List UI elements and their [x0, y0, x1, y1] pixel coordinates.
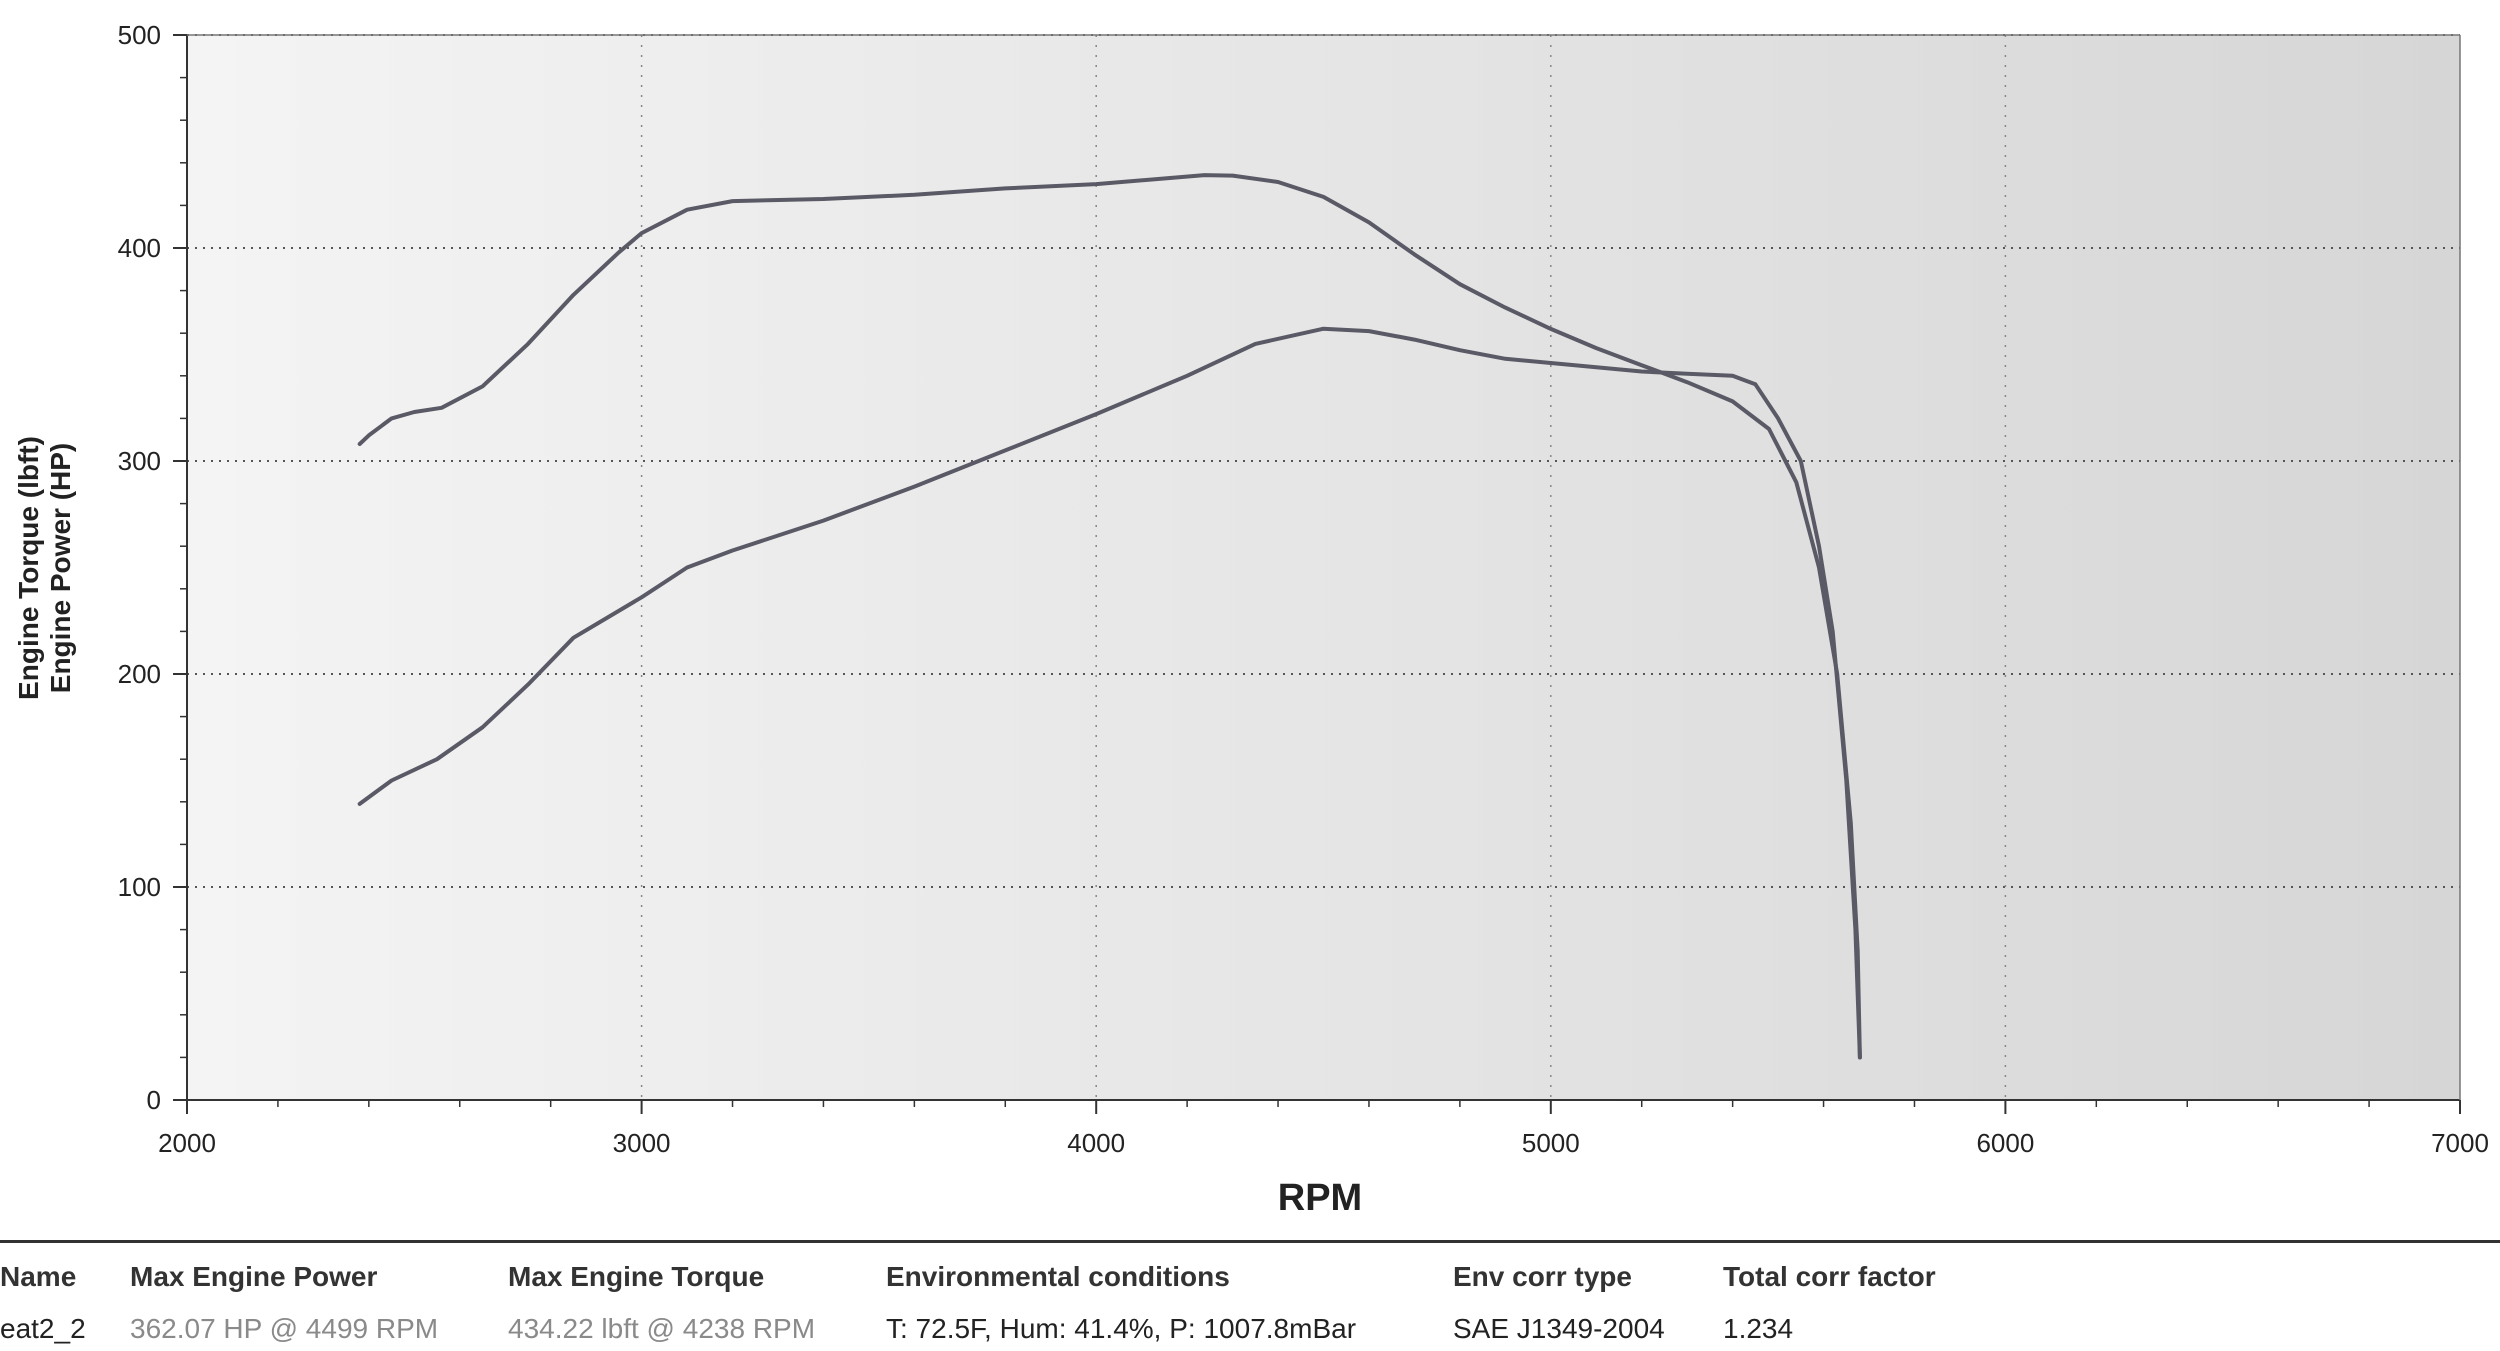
value-name: eat2_2 [0, 1313, 86, 1344]
x-axis-title: RPM [1278, 1177, 1362, 1219]
y-tick-label-100: 100 [118, 872, 161, 902]
value-max-torque: 434.22 lbft @ 4238 RPM [508, 1313, 816, 1344]
x-tick-label-3000: 3000 [613, 1128, 671, 1158]
plot-area [187, 35, 2460, 1100]
x-tick-label-6000: 6000 [1976, 1128, 2034, 1158]
x-tick-label-5000: 5000 [1522, 1128, 1580, 1158]
axis-labels: Engine Torque (lbft) Engine Power (HP) R… [13, 436, 1362, 1219]
axes: 0 100 200 300 400 500 2000 3000 4000 5000 6000 7000 [118, 20, 2489, 1158]
series-layer [357, 173, 1862, 1060]
torque-curve [357, 173, 1862, 1060]
value-max-power: 362.07 HP @ 4499 RPM [130, 1313, 439, 1344]
value-env-corr-type: SAE J1349-2004 [1453, 1313, 1665, 1344]
x-tick-label-2000: 2000 [158, 1128, 216, 1158]
y-tick-label-500: 500 [118, 20, 161, 50]
y-tick-label-200: 200 [118, 659, 161, 689]
dyno-chart: 0 100 200 300 400 500 2000 3000 4000 5000 6000 7000… [13, 20, 2489, 1219]
header-env-conditions: Environmental conditions [886, 1261, 1230, 1292]
y-tick-label-300: 300 [118, 446, 161, 476]
power-curve [357, 326, 1862, 1060]
x-tick-label-7000: 7000 [2431, 1128, 2489, 1158]
value-total-corr-factor: 1.234 [1723, 1313, 1794, 1344]
value-env-conditions: T: 72.5F, Hum: 41.4%, P: 1007.8mBar [886, 1313, 1357, 1344]
run-summary-table: Name Max Engine Power Max Engine Torque … [0, 1240, 2500, 1351]
header-env-corr-type: Env corr type [1453, 1261, 1632, 1292]
header-max-power: Max Engine Power [130, 1261, 378, 1292]
y-axis-title-torque: Engine Torque (lbft) [13, 436, 44, 700]
y-tick-label-0: 0 [147, 1085, 161, 1115]
header-name: Name [0, 1261, 77, 1292]
y-tick-label-400: 400 [118, 233, 161, 263]
x-tick-label-4000: 4000 [1067, 1128, 1125, 1158]
header-max-torque: Max Engine Torque [508, 1261, 765, 1292]
header-total-corr-factor: Total corr factor [1723, 1261, 1936, 1292]
y-axis-title-power: Engine Power (HP) [45, 443, 76, 693]
